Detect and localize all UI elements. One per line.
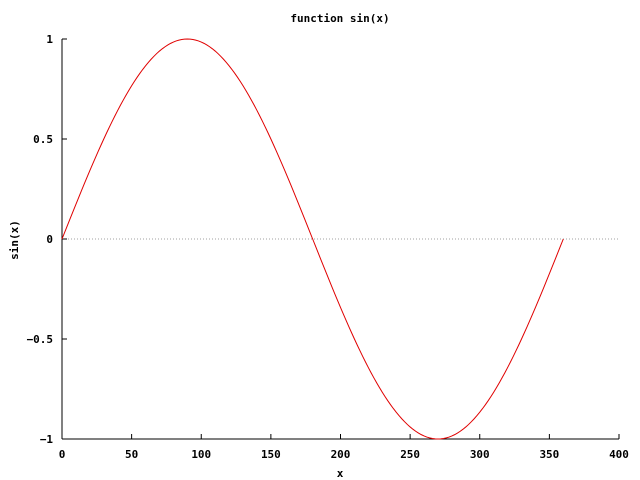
- x-tick-label: 350: [539, 448, 559, 461]
- axes: [61, 39, 619, 440]
- x-tick-label: 200: [331, 448, 351, 461]
- y-tick-label: −0.5: [27, 333, 54, 346]
- y-tick-label: −1: [40, 433, 54, 446]
- y-tick-label: 1: [46, 33, 53, 46]
- x-tick-label: 300: [470, 448, 490, 461]
- x-ticks: 0 50 100 150 200 250 300 350 400: [59, 434, 629, 461]
- sin-curve: [61, 38, 564, 440]
- x-tick-label: 0: [59, 448, 66, 461]
- x-tick-label: 100: [191, 448, 211, 461]
- x-tick-label: 400: [609, 448, 629, 461]
- chart-title: function sin(x): [290, 12, 389, 25]
- y-axis-label: sin(x): [8, 220, 21, 260]
- y-ticks: 1 0.5 0 −0.5 −1: [27, 33, 67, 446]
- x-tick-label: 150: [261, 448, 281, 461]
- x-tick-label: 50: [125, 448, 138, 461]
- y-tick-label: 0.5: [33, 133, 53, 146]
- x-axis-label: x: [337, 467, 344, 480]
- x-tick-label: 250: [400, 448, 420, 461]
- y-tick-label: 0: [46, 233, 53, 246]
